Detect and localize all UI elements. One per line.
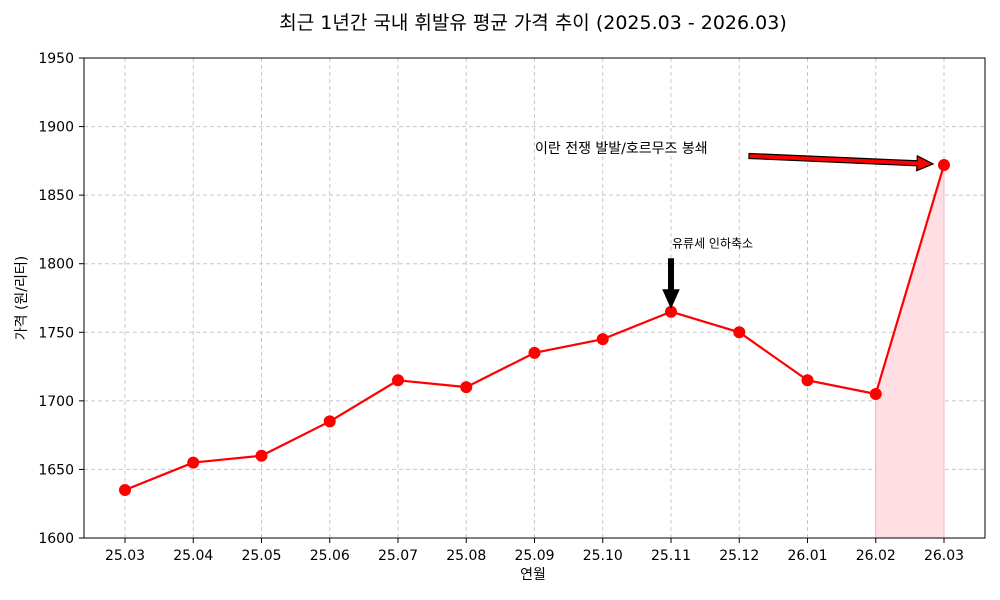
annotation-tax-arrow <box>662 258 680 309</box>
x-tick-label: 25.05 <box>241 548 281 564</box>
y-axis-label: 가격 (원/리터) <box>14 256 30 341</box>
annotations: 유류세 인하축소 이란 전쟁 발발/호르무즈 봉쇄 <box>535 141 935 309</box>
y-tick-label: 1750 <box>38 325 74 341</box>
y-tick-label: 1850 <box>38 188 74 204</box>
data-point <box>460 381 473 394</box>
chart-title: 최근 1년간 국내 휘발유 평균 가격 추이 (2025.03 - 2026.0… <box>279 12 786 34</box>
y-tick-label: 1650 <box>38 462 74 478</box>
x-tick-label: 25.08 <box>446 548 486 564</box>
x-tick-label: 25.07 <box>378 548 418 564</box>
y-axis: 1600 1650 1700 1750 1800 1850 1900 1950 <box>38 51 84 547</box>
data-point <box>596 333 609 346</box>
x-tick-label: 25.10 <box>583 548 623 564</box>
y-tick-label: 1950 <box>38 51 74 67</box>
y-tick-label: 1800 <box>38 257 74 273</box>
y-tick-label: 1600 <box>38 531 74 547</box>
data-point <box>733 326 746 339</box>
data-point <box>528 346 541 359</box>
data-point <box>801 374 814 387</box>
x-tick-label: 26.02 <box>856 548 896 564</box>
x-tick-label: 26.03 <box>924 548 964 564</box>
data-point <box>938 158 950 171</box>
annotation-tax-text: 유류세 인하축소 <box>672 237 753 251</box>
x-tick-label: 25.06 <box>310 548 350 564</box>
annotation-war-arrow <box>748 152 935 172</box>
x-tick-label: 25.09 <box>514 548 554 564</box>
x-tick-label: 25.11 <box>651 548 691 564</box>
data-point <box>255 449 268 462</box>
shaded-region <box>875 164 945 539</box>
x-tick-label: 26.01 <box>787 548 827 564</box>
x-axis: 25.03 25.04 25.05 25.06 25.07 25.08 25.09 25.10… <box>105 538 964 564</box>
x-tick-label: 25.04 <box>173 548 213 564</box>
y-tick-label: 1700 <box>38 394 74 410</box>
grid <box>84 57 985 539</box>
data-point <box>119 484 131 496</box>
shaded-area <box>875 164 945 539</box>
data-point <box>323 415 336 428</box>
series-price <box>119 158 950 496</box>
x-tick-label: 25.12 <box>719 548 759 564</box>
x-axis-label: 연월 <box>520 567 546 583</box>
data-point <box>392 374 404 387</box>
data-point <box>869 388 882 400</box>
annotation-war-text: 이란 전쟁 발발/호르무즈 봉쇄 <box>535 141 708 157</box>
y-tick-label: 1900 <box>38 120 74 136</box>
data-point <box>187 456 200 469</box>
x-tick-label: 25.03 <box>105 548 145 564</box>
